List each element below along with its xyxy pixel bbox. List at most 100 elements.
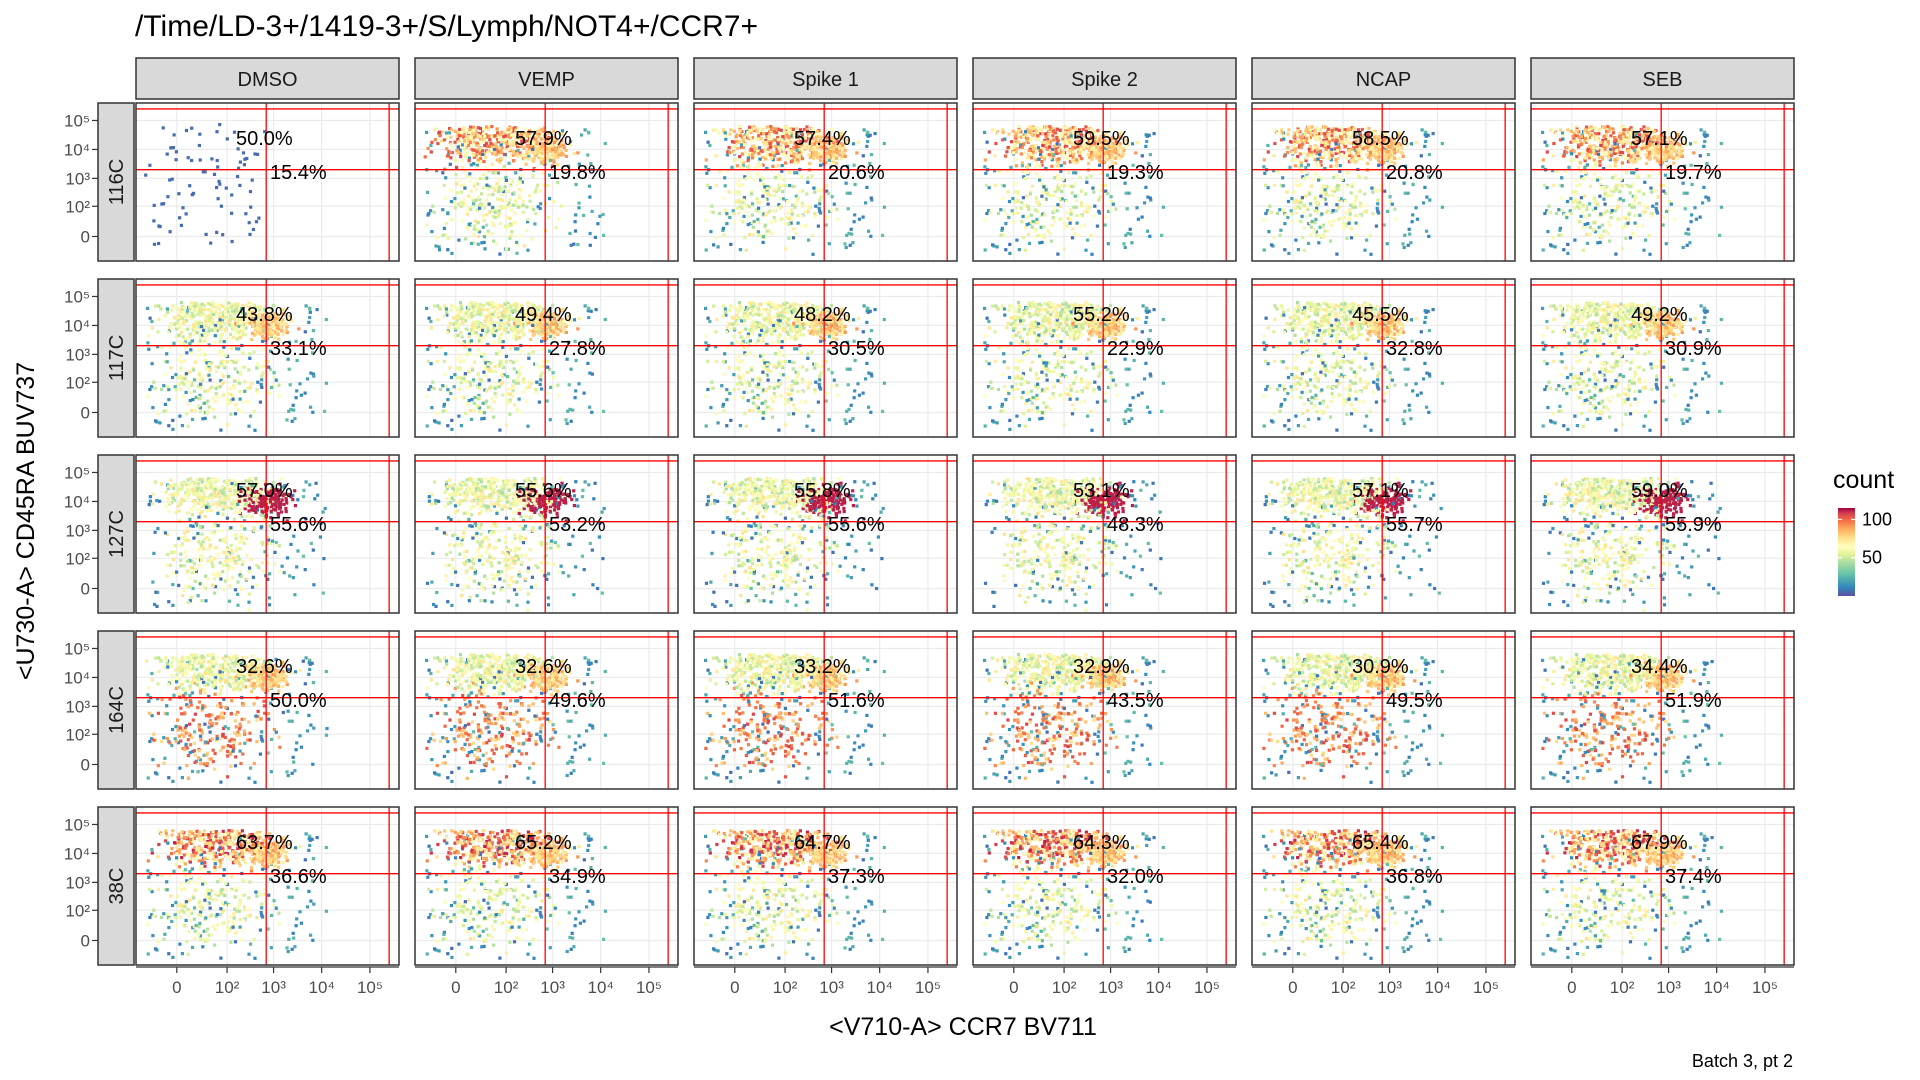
density-bin (1558, 228, 1562, 232)
density-bin (481, 127, 486, 131)
density-bin (826, 132, 830, 136)
density-bin (476, 144, 480, 148)
density-bin (573, 229, 578, 233)
density-bin (996, 131, 1000, 135)
density-bin (741, 198, 745, 202)
density-bin (721, 226, 725, 230)
density-bin (1068, 127, 1072, 131)
density-bin (520, 180, 524, 184)
density-bin (1549, 243, 1553, 247)
density-bin (497, 209, 501, 213)
density-bin (1335, 187, 1339, 191)
density-bin (1393, 207, 1397, 211)
density-bin (496, 214, 500, 218)
density-bin (1069, 136, 1074, 140)
density-bin (540, 128, 544, 132)
density-bin (448, 162, 452, 166)
density-bin (1047, 153, 1051, 157)
density-bin (1625, 171, 1629, 175)
density-bin (550, 153, 554, 157)
density-bin (485, 144, 489, 148)
density-bin (706, 140, 710, 144)
density-bin (1127, 191, 1131, 195)
density-bin (1634, 233, 1638, 238)
density-bin (560, 204, 564, 208)
density-bin (1592, 197, 1596, 201)
density-bin (536, 205, 540, 209)
density-bin (426, 190, 430, 194)
density-bin (1553, 245, 1557, 249)
density-bin (177, 192, 181, 196)
density-bin (1053, 176, 1057, 180)
density-bin (557, 147, 561, 151)
density-bin (1144, 144, 1148, 148)
density-bin (1066, 156, 1070, 160)
density-bin (1071, 126, 1075, 130)
density-bin (501, 198, 505, 202)
density-bin (820, 146, 824, 150)
density-bin (1323, 135, 1327, 139)
density-bin (235, 347, 239, 351)
density-bin (1058, 128, 1062, 132)
density-bin (460, 134, 464, 138)
density-bin (1369, 252, 1373, 256)
density-bin (226, 392, 230, 396)
density-bin (494, 136, 498, 140)
density-bin (148, 316, 152, 320)
density-bin (471, 204, 475, 208)
density-bin (438, 248, 442, 252)
density-bin (747, 232, 752, 237)
density-bin (152, 203, 156, 207)
density-bin (1312, 178, 1316, 182)
density-bin (994, 141, 998, 146)
density-bin (497, 189, 501, 193)
density-bin (770, 156, 774, 160)
density-bin (492, 147, 497, 152)
density-bin (166, 195, 170, 199)
density-bin (453, 158, 457, 162)
density-bin (236, 407, 240, 411)
density-bin (554, 226, 558, 230)
density-bin (1375, 189, 1379, 193)
density-bin (593, 235, 597, 239)
density-bin (1647, 234, 1651, 238)
density-bin (477, 132, 481, 136)
density-bin (1093, 135, 1097, 139)
density-bin (442, 138, 447, 142)
density-bin (1032, 166, 1037, 170)
density-bin (468, 172, 472, 176)
density-bin (1619, 150, 1623, 154)
density-bin (1022, 151, 1026, 155)
density-bin (1574, 178, 1578, 182)
density-bin (741, 161, 745, 165)
density-bin (456, 145, 460, 149)
density-bin (304, 304, 308, 308)
density-bin (193, 378, 197, 382)
density-bin (1626, 221, 1630, 225)
density-bin (1630, 171, 1634, 175)
density-bin (1319, 194, 1323, 198)
density-bin (846, 207, 850, 211)
density-bin (741, 164, 745, 168)
density-bin (1632, 160, 1636, 164)
density-bin (1342, 226, 1346, 230)
density-bin (1347, 151, 1351, 155)
density-bin (1106, 242, 1110, 246)
density-bin (213, 340, 217, 344)
density-bin (1603, 125, 1607, 129)
density-bin (734, 190, 738, 194)
density-bin (1041, 212, 1045, 216)
density-bin (800, 203, 805, 207)
density-bin (1593, 163, 1598, 167)
density-bin (1005, 150, 1009, 154)
density-bin (1053, 131, 1058, 135)
density-bin (601, 212, 605, 217)
density-bin (542, 183, 546, 187)
density-bin (490, 220, 494, 224)
density-bin (489, 142, 493, 146)
density-bin (1039, 128, 1043, 132)
density-bin (1585, 153, 1589, 157)
density-bin (738, 248, 742, 252)
density-bin (831, 145, 835, 150)
density-bin (440, 130, 445, 134)
